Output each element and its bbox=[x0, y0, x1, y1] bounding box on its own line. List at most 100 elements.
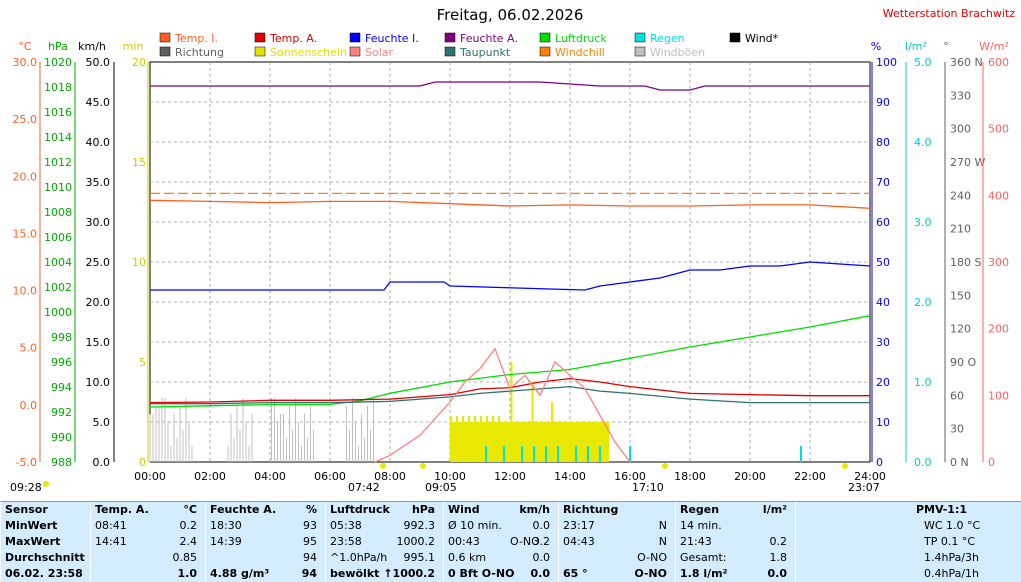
rain-tick: 1.0 bbox=[914, 376, 932, 389]
col-rain: Regen l/m² 14 min. 21:43 0.2 Gesamt: 1.8 1.… bbox=[675, 502, 795, 582]
wind-max-time: 00:43 bbox=[448, 535, 480, 548]
sunshine-area bbox=[450, 422, 609, 462]
dir-tick: 270 W bbox=[950, 156, 985, 169]
series-solar bbox=[374, 347, 631, 463]
legend-swatch bbox=[729, 32, 741, 43]
dir-min: N bbox=[658, 519, 667, 532]
wind-tick: 45.0 bbox=[86, 96, 111, 109]
rain-tick: 2.0 bbox=[914, 296, 932, 309]
rain-tick: 0.0 bbox=[914, 456, 932, 469]
x-tick: 00:00 bbox=[134, 470, 166, 483]
pmv-3h: 1.4hPa/3h bbox=[924, 551, 980, 564]
pmv-head: PMV-1:1 bbox=[916, 503, 967, 516]
temp-tick: 25.0 bbox=[13, 113, 38, 126]
legend-label: Richtung bbox=[175, 46, 224, 59]
legend-swatch bbox=[539, 32, 551, 43]
wind-avg-label: Ø 10 min. bbox=[448, 519, 502, 532]
press-tick: 998 bbox=[51, 331, 72, 344]
legend-label: Regen bbox=[650, 32, 685, 45]
legend-label: Temp. A. bbox=[269, 32, 317, 45]
x-tick: 14:00 bbox=[554, 470, 586, 483]
dir-min-time: 23:17 bbox=[563, 519, 595, 532]
series-lines bbox=[149, 81, 871, 463]
axis-unit: hPa bbox=[48, 40, 68, 53]
solar-tick: 200 bbox=[988, 323, 1009, 336]
dir-tick: 150 bbox=[950, 289, 971, 302]
temp-head: Temp. A. bbox=[95, 503, 149, 516]
hum-min-time: 18:30 bbox=[210, 519, 242, 532]
dir-avg: O-NO bbox=[637, 551, 667, 564]
sun-tick: 20 bbox=[132, 56, 146, 69]
series-feuchte-a- bbox=[150, 81, 870, 91]
legend-label: Windchill bbox=[555, 46, 605, 59]
legend-swatch bbox=[254, 46, 266, 57]
marker-sunshine-start: 09:05 bbox=[425, 481, 457, 494]
legend-label: Taupunkt bbox=[459, 46, 511, 59]
press-current: ↑1000.2 bbox=[383, 567, 435, 580]
temp-min: 0.2 bbox=[179, 519, 198, 532]
temp-tick: -5.0 bbox=[16, 456, 37, 469]
press-tick: 1002 bbox=[44, 281, 72, 294]
rain-total: 1.8 bbox=[769, 551, 788, 564]
legend-label: Windböen bbox=[650, 46, 705, 59]
pmv-wc: WC 1.0 °C bbox=[924, 519, 981, 532]
wind-bft: 0 Bft O-NO bbox=[448, 567, 515, 580]
hum-max-time: 14:39 bbox=[210, 535, 242, 548]
x-tick: 04:00 bbox=[254, 470, 286, 483]
axis-unit: km/h bbox=[78, 40, 106, 53]
hum-tick: 10 bbox=[876, 416, 890, 429]
wind-tick: 0.0 bbox=[93, 456, 111, 469]
sun-marker bbox=[842, 463, 848, 469]
temp-tick: 15.0 bbox=[13, 227, 38, 240]
legend-label: Feuchte I. bbox=[365, 32, 419, 45]
press-tick: 1012 bbox=[44, 156, 72, 169]
press-tick: 1014 bbox=[44, 131, 72, 144]
wind-run-val: 0.0 bbox=[532, 551, 551, 564]
x-tick: 08:00 bbox=[374, 470, 406, 483]
temp-tick: 20.0 bbox=[13, 170, 38, 183]
dir-tick: 120 bbox=[950, 323, 971, 336]
hum-min: 93 bbox=[303, 519, 317, 532]
time-markers: 09:28 07:42 09:05 17:10 23:07 bbox=[10, 463, 880, 494]
temp-avg: 0.85 bbox=[172, 551, 198, 564]
hum-tick: 60 bbox=[876, 216, 890, 229]
wind-tick: 35.0 bbox=[86, 176, 111, 189]
wind-tick: 15.0 bbox=[86, 336, 111, 349]
legend: Temp. I. Temp. A. Feuchte I. Feuchte A. Luft… bbox=[159, 32, 779, 59]
series-temp-a- bbox=[149, 377, 870, 404]
x-tick: 24:00 bbox=[854, 470, 886, 483]
dir-tick: 30 bbox=[950, 423, 964, 436]
rain-sum: 1.8 l/m² bbox=[680, 567, 728, 580]
legend-swatch bbox=[634, 32, 646, 43]
marker-last: 23:07 bbox=[848, 481, 880, 494]
legend-swatch bbox=[349, 32, 361, 43]
x-tick: 18:00 bbox=[674, 470, 706, 483]
col-dir: Richtung 23:17 N 04:43 N O-NO 65 ° O-NO bbox=[558, 502, 675, 582]
col-hum: Feuchte A.% 18:30 93 14:39 95 94 4.88 g/m³… bbox=[205, 502, 325, 582]
press-tick: 1018 bbox=[44, 81, 72, 94]
dir-tick: 330 bbox=[950, 89, 971, 102]
x-tick: 02:00 bbox=[194, 470, 226, 483]
legend-swatch bbox=[159, 46, 171, 57]
hum-max: 95 bbox=[303, 535, 317, 548]
rain-tick: 4.0 bbox=[914, 136, 932, 149]
press-avg: 995.1 bbox=[403, 551, 436, 564]
dir-tick: 90 O bbox=[950, 356, 976, 369]
press-trend: ^1.0hPa/h bbox=[330, 551, 388, 564]
sunshine-bar bbox=[450, 416, 452, 422]
hum-tick: 100 bbox=[876, 56, 897, 69]
axis-unit: W/m² bbox=[979, 40, 1009, 53]
press-tick: 1008 bbox=[44, 206, 72, 219]
temp-max: 2.4 bbox=[179, 535, 198, 548]
wind-tick: 40.0 bbox=[86, 136, 111, 149]
wind-current: 0.0 bbox=[530, 567, 551, 580]
press-tick: 988 bbox=[51, 456, 72, 469]
sun-marker bbox=[662, 463, 668, 469]
series-temp-i- bbox=[149, 199, 871, 209]
col-press: Luftdruck hPa 05:38 992.3 23:58 1000.2 ^1.0… bbox=[325, 502, 443, 582]
legend-label: Feuchte A. bbox=[460, 32, 518, 45]
chart-title: Freitag, 06.02.2026 bbox=[437, 6, 584, 24]
pmv-1h: 0.4hPa/1h bbox=[924, 567, 980, 580]
sensor-head: Sensor bbox=[5, 503, 48, 516]
press-tick: 1000 bbox=[44, 306, 72, 319]
